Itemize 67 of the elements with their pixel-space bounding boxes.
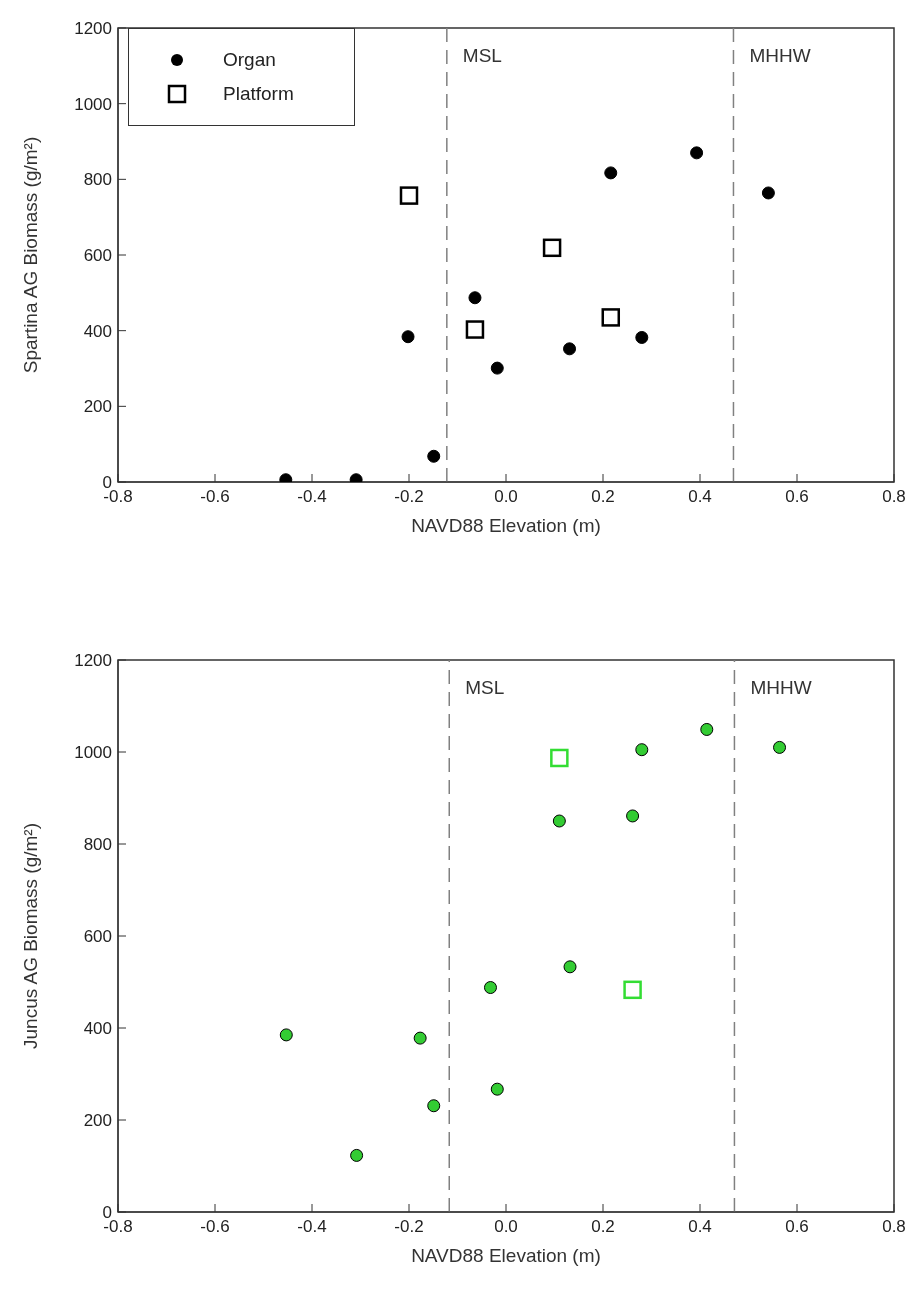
y-axis-title: Spartina AG Biomass (g/m²) — [19, 136, 41, 374]
x-axis-title: NAVD88 Elevation (m) — [411, 515, 601, 536]
x-tick-label: 0.6 — [785, 1217, 809, 1237]
ref-line-label: MHHW — [750, 677, 812, 698]
point — [279, 1028, 293, 1042]
x-tick-label: 0.2 — [591, 487, 615, 507]
point — [468, 291, 482, 305]
point — [465, 320, 485, 339]
y-tick-label: 600 — [83, 927, 112, 947]
x-tick-label: 0.0 — [494, 1217, 518, 1237]
x-tick-label: -0.8 — [103, 487, 133, 507]
y-tick-label: 200 — [83, 397, 112, 417]
x-tick-label: -0.2 — [394, 487, 424, 507]
x-axis-title: NAVD88 Elevation (m) — [411, 1245, 601, 1266]
x-tick-label: -0.4 — [297, 1217, 327, 1237]
y-tick-label: 400 — [83, 321, 112, 341]
point — [483, 981, 497, 995]
point — [399, 186, 419, 205]
point — [635, 330, 649, 344]
ref-line-label: MSL — [465, 677, 505, 698]
x-tick-label: 0.2 — [591, 1217, 615, 1237]
y-tick-label: 800 — [83, 170, 112, 190]
y-tick-label: 1000 — [74, 743, 112, 763]
point — [700, 722, 714, 736]
point — [563, 342, 577, 356]
ref-line-label: MHHW — [749, 45, 811, 66]
x-tick-label: 0.8 — [882, 1217, 906, 1237]
x-tick-label: -0.6 — [200, 487, 230, 507]
x-tick-label: 0.4 — [688, 487, 712, 507]
x-tick-label: 0.0 — [494, 487, 518, 507]
point — [761, 186, 775, 200]
point — [773, 740, 787, 754]
y-axis-title: Juncus AG Biomass (g/m²) — [19, 823, 41, 1049]
x-tick-label: 0.4 — [688, 1217, 712, 1237]
point — [490, 361, 504, 375]
y-tick-label: 1200 — [74, 651, 112, 671]
point — [623, 980, 642, 1000]
legend-label: Platform — [223, 83, 294, 105]
x-tick-label: 0.6 — [785, 487, 809, 507]
point — [542, 238, 562, 258]
y-tick-label: 800 — [83, 835, 112, 855]
y-tick-label: 1000 — [74, 94, 112, 114]
point — [427, 1099, 441, 1113]
point — [490, 1082, 504, 1096]
point — [601, 308, 621, 327]
point — [690, 146, 704, 160]
x-tick-label: 0.8 — [882, 487, 906, 507]
point — [550, 748, 569, 768]
point — [401, 330, 415, 344]
legend-label: Organ — [223, 49, 276, 71]
x-tick-label: -0.8 — [103, 1217, 133, 1237]
y-tick-label: 200 — [83, 1111, 112, 1131]
y-tick-label: 400 — [83, 1019, 112, 1039]
point — [604, 166, 618, 180]
point — [626, 809, 640, 823]
point — [427, 449, 441, 463]
x-tick-label: -0.2 — [394, 1217, 424, 1237]
y-tick-label: 600 — [83, 246, 112, 266]
y-tick-label: 1200 — [74, 19, 112, 39]
point — [563, 960, 577, 974]
point — [635, 743, 649, 757]
x-tick-label: -0.4 — [297, 487, 327, 507]
point — [552, 814, 566, 828]
point — [350, 1148, 364, 1162]
point — [413, 1031, 427, 1045]
ref-line-label: MSL — [462, 45, 502, 66]
x-tick-label: -0.6 — [200, 1217, 230, 1237]
